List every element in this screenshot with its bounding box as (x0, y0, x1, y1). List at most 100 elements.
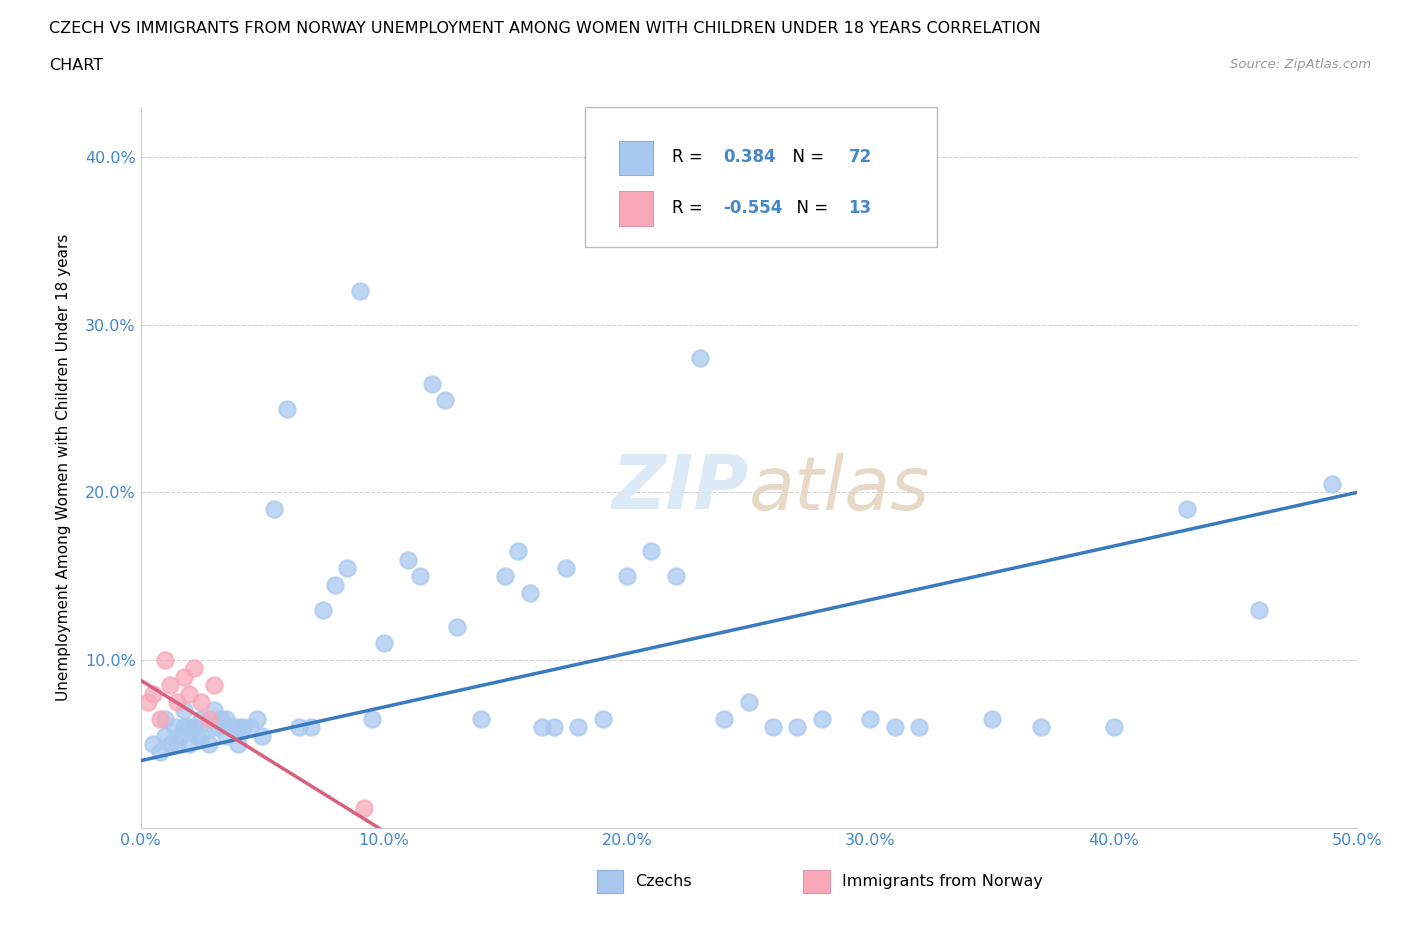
Point (186, 728, 208, 743)
Point (859, 711, 882, 726)
Text: 13: 13 (848, 199, 872, 217)
Point (159, 678, 181, 693)
Point (810, 711, 832, 726)
Point (239, 720, 262, 735)
Point (202, 703, 225, 718)
Point (446, 619, 468, 634)
Point (226, 720, 249, 735)
Point (592, 711, 614, 726)
Text: 0.384: 0.384 (723, 149, 776, 166)
Point (470, 711, 492, 726)
FancyBboxPatch shape (596, 870, 623, 893)
Point (159, 737, 181, 751)
Point (202, 720, 225, 735)
Point (299, 720, 322, 735)
Text: CZECH VS IMMIGRANTS FROM NORWAY UNEMPLOYMENT AMONG WOMEN WITH CHILDREN UNDER 18 : CZECH VS IMMIGRANTS FROM NORWAY UNEMPLOY… (49, 21, 1040, 36)
Point (166, 695, 188, 710)
Point (232, 720, 254, 735)
Text: Immigrants from Norway: Immigrants from Norway (842, 873, 1043, 888)
Point (246, 711, 269, 726)
Point (215, 728, 238, 743)
Text: R =: R = (672, 199, 709, 217)
Point (173, 670, 195, 684)
Point (153, 653, 176, 668)
Point (169, 728, 191, 743)
Point (149, 711, 172, 726)
Point (179, 686, 201, 701)
Point (353, 800, 375, 815)
Point (166, 737, 188, 751)
Point (689, 351, 711, 365)
Point (190, 711, 212, 726)
Point (183, 661, 205, 676)
FancyBboxPatch shape (619, 140, 652, 176)
Point (555, 561, 578, 576)
Point (1102, 720, 1125, 735)
Text: ZIP: ZIP (612, 453, 749, 525)
Point (336, 561, 359, 576)
Point (183, 720, 205, 735)
Point (142, 686, 165, 701)
Point (665, 569, 688, 584)
Text: 72: 72 (848, 149, 872, 166)
Point (360, 711, 382, 726)
Point (190, 728, 212, 743)
Text: atlas: atlas (749, 453, 931, 525)
Point (908, 720, 931, 735)
Text: N =: N = (782, 149, 830, 166)
Point (738, 695, 761, 710)
Point (197, 711, 219, 726)
Point (173, 703, 195, 718)
Text: R =: R = (672, 149, 709, 166)
Point (263, 502, 285, 517)
Point (207, 720, 229, 735)
Point (713, 711, 735, 726)
Point (136, 695, 159, 710)
Point (422, 376, 444, 391)
Point (409, 569, 432, 584)
Point (567, 720, 589, 735)
Point (179, 737, 201, 751)
Point (312, 603, 335, 618)
Point (373, 636, 395, 651)
Point (616, 569, 638, 584)
Point (197, 737, 219, 751)
Point (543, 720, 565, 735)
Point (163, 720, 186, 735)
Point (883, 720, 905, 735)
Point (762, 720, 785, 735)
Point (287, 720, 309, 735)
Point (981, 711, 1004, 726)
Point (433, 392, 456, 407)
Point (250, 728, 273, 743)
Point (149, 745, 172, 760)
Point (222, 720, 245, 735)
Point (640, 544, 662, 559)
Point (209, 711, 232, 726)
Point (202, 678, 225, 693)
Point (215, 711, 238, 726)
Text: -0.554: -0.554 (723, 199, 783, 217)
Point (153, 711, 176, 726)
Point (495, 569, 517, 584)
Text: Czechs: Czechs (636, 873, 692, 888)
Point (519, 586, 541, 601)
Point (226, 737, 249, 751)
FancyBboxPatch shape (619, 192, 652, 226)
Text: CHART: CHART (49, 58, 103, 73)
Text: Source: ZipAtlas.com: Source: ZipAtlas.com (1230, 58, 1371, 71)
Text: N =: N = (786, 199, 834, 217)
Point (173, 720, 195, 735)
Y-axis label: Unemployment Among Women with Children Under 18 years: Unemployment Among Women with Children U… (56, 233, 70, 701)
Point (190, 695, 212, 710)
Point (323, 578, 346, 592)
Point (153, 728, 176, 743)
Point (349, 284, 371, 299)
Point (1322, 477, 1344, 492)
FancyBboxPatch shape (803, 870, 830, 893)
FancyBboxPatch shape (585, 107, 938, 247)
Point (396, 552, 419, 567)
Point (1175, 502, 1198, 517)
Point (179, 720, 201, 735)
Point (276, 401, 298, 416)
